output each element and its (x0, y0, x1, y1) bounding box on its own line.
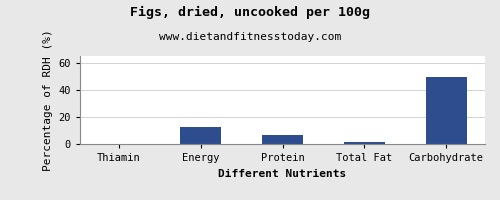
Y-axis label: Percentage of RDH (%): Percentage of RDH (%) (43, 29, 53, 171)
Text: Figs, dried, uncooked per 100g: Figs, dried, uncooked per 100g (130, 6, 370, 19)
X-axis label: Different Nutrients: Different Nutrients (218, 169, 346, 179)
Bar (426, 77, 467, 144)
Bar (344, 142, 385, 144)
Text: www.dietandfitnesstoday.com: www.dietandfitnesstoday.com (159, 32, 341, 42)
Bar (180, 127, 221, 144)
Bar (262, 135, 303, 144)
Title: Figs, dried, uncooked per 100g
www.dietandfitnesstoday.com: Figs, dried, uncooked per 100g www.dieta… (0, 199, 1, 200)
